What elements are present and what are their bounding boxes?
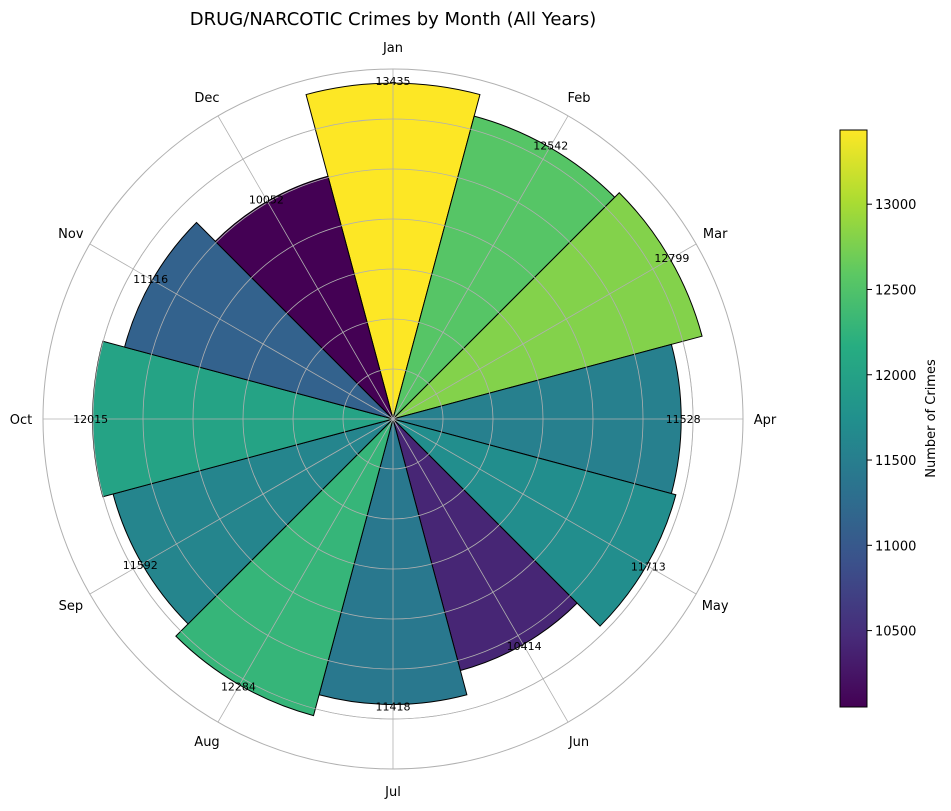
month-label-sep: Sep bbox=[59, 599, 84, 614]
angular-gridline bbox=[89, 243, 394, 420]
month-label-dec: Dec bbox=[194, 91, 219, 106]
month-label-jan: Jan bbox=[382, 41, 403, 56]
value-label-jun: 10414 bbox=[507, 640, 542, 653]
month-label-nov: Nov bbox=[58, 227, 84, 242]
value-label-may: 11713 bbox=[631, 560, 666, 573]
colorbar-tick-label: 11500 bbox=[875, 454, 916, 469]
angular-gridline bbox=[392, 418, 569, 723]
bars bbox=[92, 82, 703, 717]
month-label-apr: Apr bbox=[754, 413, 777, 428]
value-label-dec: 10052 bbox=[249, 194, 284, 207]
colorbar-tick-label: 12000 bbox=[875, 369, 916, 384]
angular-gridlines bbox=[43, 69, 743, 769]
angular-gridline bbox=[392, 243, 697, 420]
colorbar-ticks: 10500 11000 11500 12000 12500 13000 bbox=[867, 198, 916, 640]
angular-gridline bbox=[217, 418, 394, 723]
angular-gridline bbox=[392, 115, 569, 420]
value-label-jan: 13435 bbox=[376, 75, 411, 88]
month-label-feb: Feb bbox=[567, 91, 590, 106]
month-label-may: May bbox=[702, 599, 729, 614]
value-label-feb: 12542 bbox=[533, 140, 568, 153]
value-label-sep: 11592 bbox=[123, 559, 158, 572]
value-label-nov: 11116 bbox=[133, 273, 168, 286]
value-label-apr: 11528 bbox=[666, 413, 701, 426]
month-labels: Jan Feb Mar Apr May Jun Jul Aug Sep Oct Nov Dec bbox=[10, 41, 777, 800]
month-label-aug: Aug bbox=[194, 735, 219, 750]
month-label-oct: Oct bbox=[10, 413, 32, 428]
chart-title: DRUG/NARCOTIC Crimes by Month (All Years… bbox=[190, 9, 596, 30]
value-label-jul: 11418 bbox=[376, 700, 411, 713]
colorbar-tick-label: 13000 bbox=[875, 198, 916, 213]
colorbar: 10500 11000 11500 12000 12500 13000 Number of… bbox=[839, 129, 939, 708]
value-label-mar: 12799 bbox=[654, 252, 689, 265]
value-label-aug: 12284 bbox=[221, 681, 256, 694]
value-labels: 13435 12542 12799 11528 11713 10414 11418 12284… bbox=[73, 75, 701, 713]
colorbar-tick-label: 10500 bbox=[875, 625, 916, 640]
angular-gridline bbox=[217, 115, 394, 420]
colorbar-gradient bbox=[839, 129, 868, 708]
colorbar-tick-label: 11000 bbox=[875, 539, 916, 554]
colorbar-tick-label: 12500 bbox=[875, 283, 916, 298]
month-label-mar: Mar bbox=[703, 227, 728, 242]
colorbar-label: Number of Crimes bbox=[924, 359, 939, 478]
month-label-jun: Jun bbox=[568, 735, 589, 750]
angular-gridline bbox=[392, 418, 697, 595]
angular-gridline bbox=[89, 418, 394, 595]
value-label-oct: 12015 bbox=[73, 413, 108, 426]
month-label-jul: Jul bbox=[384, 785, 401, 800]
